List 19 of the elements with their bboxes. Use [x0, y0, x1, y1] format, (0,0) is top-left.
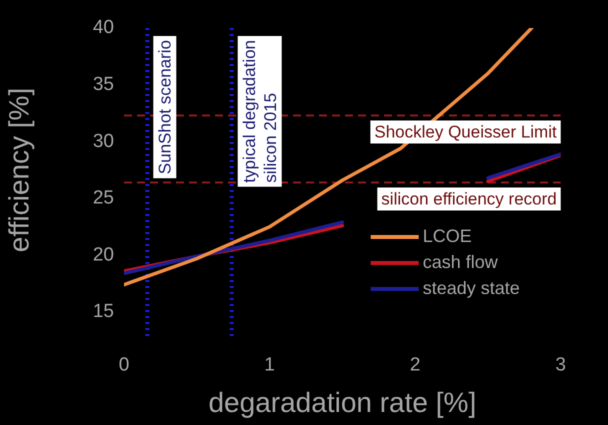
- y-tick-label: 25: [92, 188, 114, 209]
- ref-line-label: typical degradation silicon 2015: [240, 40, 280, 183]
- y-axis-title: efficiency [%]: [4, 88, 35, 252]
- legend-label: steady state: [422, 278, 520, 298]
- ref-line-label: SunShot scenario: [155, 40, 174, 174]
- x-tick-label: 0: [118, 354, 130, 376]
- x-tick-label: 1: [264, 354, 275, 376]
- x-tick-label: 2: [410, 354, 420, 376]
- y-tick-label: 15: [92, 301, 114, 322]
- legend-label: LCOE: [422, 226, 472, 246]
- y-tick-label: 30: [92, 130, 114, 152]
- y-tick-label: 35: [92, 74, 114, 96]
- legend-label: cash flow: [422, 252, 499, 272]
- y-tick-label: 40: [92, 17, 114, 38]
- ref-line-label: Shockley Queisser Limit: [374, 122, 557, 142]
- y-tick-label: 20: [92, 244, 114, 266]
- ref-line-label: silicon efficiency record: [381, 190, 557, 209]
- x-axis-title: degaradation rate [%]: [208, 386, 476, 418]
- x-tick-label: 3: [555, 354, 566, 376]
